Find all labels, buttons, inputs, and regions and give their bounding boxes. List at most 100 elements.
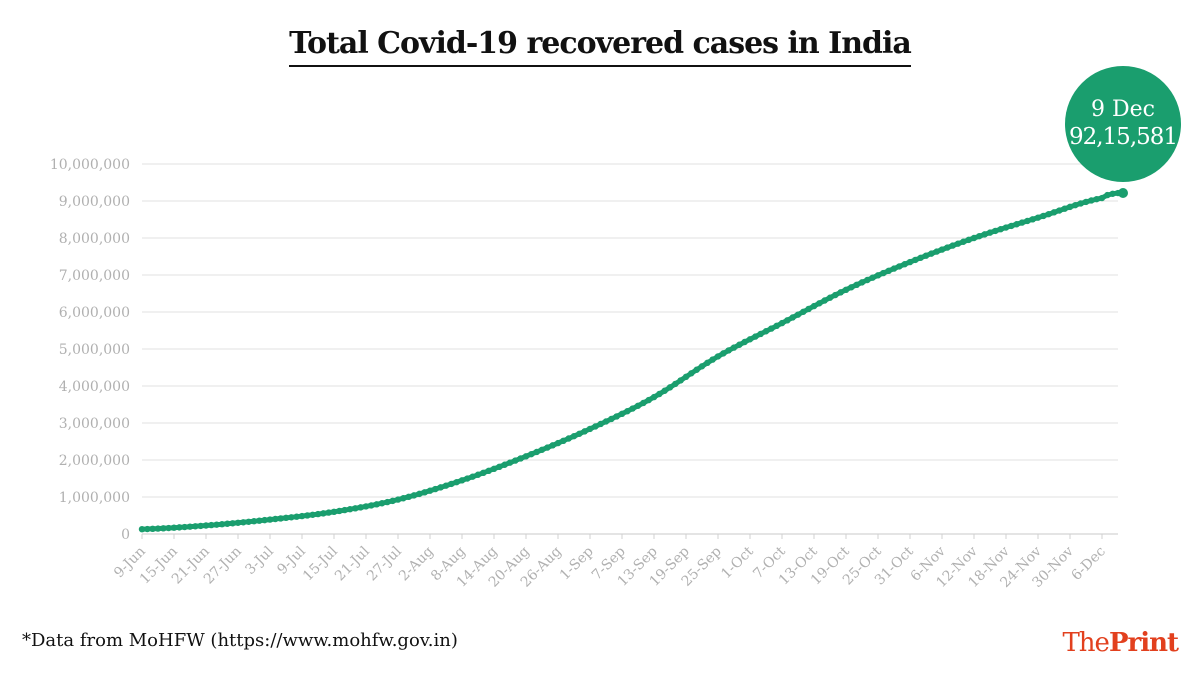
data-point [954, 240, 962, 247]
data-point [645, 396, 652, 404]
data-point [1029, 216, 1036, 223]
data-point [570, 432, 578, 440]
data-point [720, 350, 727, 357]
data-point [544, 444, 551, 451]
data-point [656, 390, 663, 398]
data-point [416, 490, 423, 498]
data-point [320, 510, 327, 517]
data-point [810, 302, 818, 310]
y-tick-label: 10,000,000 [50, 157, 130, 173]
y-tick-label: 1,000,000 [59, 490, 130, 506]
data-point [592, 423, 599, 430]
data-point [442, 482, 450, 489]
data-point [805, 305, 812, 313]
data-point [1040, 212, 1047, 220]
data-point [218, 521, 226, 528]
data-point [314, 510, 322, 518]
data-point [181, 523, 188, 531]
x-tick-label: 15-Jul [300, 543, 341, 584]
data-point [880, 269, 887, 277]
data-point [480, 469, 487, 477]
data-point [186, 523, 194, 530]
x-tick-label: 27-Jul [364, 543, 405, 584]
data-point [170, 524, 178, 531]
data-point [853, 281, 860, 289]
x-tick-label: 21-Jul [332, 543, 373, 584]
data-point [624, 408, 631, 415]
data-point [154, 525, 162, 532]
title-wrap: Total Covid-19 recovered cases in India [0, 26, 1200, 67]
data-point [650, 393, 658, 401]
data-point [1013, 221, 1020, 228]
data-point [341, 506, 348, 514]
data-point [272, 515, 279, 523]
data-point [458, 477, 466, 484]
data-point [1050, 209, 1058, 216]
logo-print: Print [1108, 628, 1179, 658]
data-point [293, 513, 300, 520]
data-point [1077, 200, 1084, 207]
data-point [837, 289, 844, 296]
data-point [464, 475, 471, 482]
data-point [240, 519, 247, 526]
data-point [1088, 197, 1095, 204]
data-point [826, 294, 834, 301]
data-point [432, 485, 439, 493]
y-tick-label: 5,000,000 [59, 342, 130, 358]
chart-title: Total Covid-19 recovered cases in India [289, 26, 912, 67]
callout-bubble [1065, 66, 1181, 182]
data-point [378, 500, 386, 507]
data-point [309, 511, 316, 518]
data-point [762, 328, 770, 335]
data-point [933, 248, 940, 255]
data-point [613, 413, 620, 420]
series-line [139, 190, 1121, 532]
data-point [938, 246, 946, 253]
data-point [970, 234, 978, 242]
data-point [245, 518, 252, 525]
data-point [560, 437, 567, 445]
data-point [261, 516, 268, 524]
data-point [800, 308, 807, 315]
data-point [661, 387, 668, 394]
data-point [400, 495, 407, 502]
data-point [421, 489, 428, 496]
data-point [192, 523, 199, 530]
data-point-last [1118, 188, 1128, 199]
data-point [496, 463, 503, 471]
y-tick-label: 9,000,000 [59, 194, 130, 210]
data-point [869, 274, 876, 281]
data-point [224, 520, 231, 527]
data-point [1098, 194, 1106, 202]
data-point [453, 478, 460, 486]
data-point [138, 525, 146, 533]
x-tick-label: 1-Oct [718, 543, 757, 582]
data-point [768, 325, 775, 332]
data-point [714, 353, 722, 360]
data-point [437, 484, 444, 491]
data-point [602, 418, 610, 425]
data-point [874, 272, 882, 279]
data-point [901, 261, 908, 268]
data-point [842, 286, 850, 293]
data-point [277, 515, 284, 522]
data-point [1024, 217, 1031, 225]
data-point [485, 467, 492, 475]
data-point [250, 518, 258, 525]
data-point [981, 231, 988, 238]
data-point [688, 370, 695, 377]
data-point [773, 322, 780, 330]
data-point [1093, 195, 1100, 203]
data-point [1109, 190, 1116, 197]
data-point [144, 525, 151, 533]
data-point [597, 420, 604, 428]
data-point [565, 435, 572, 442]
data-point [858, 279, 866, 286]
data-point [992, 227, 999, 235]
logo-the: The [1062, 628, 1109, 658]
data-point [1018, 219, 1026, 226]
data-point [165, 524, 172, 532]
data-point [229, 520, 236, 527]
y-tick-label: 0 [121, 527, 130, 543]
footnote: *Data from MoHFW (https://www.mohfw.gov.… [22, 630, 458, 651]
